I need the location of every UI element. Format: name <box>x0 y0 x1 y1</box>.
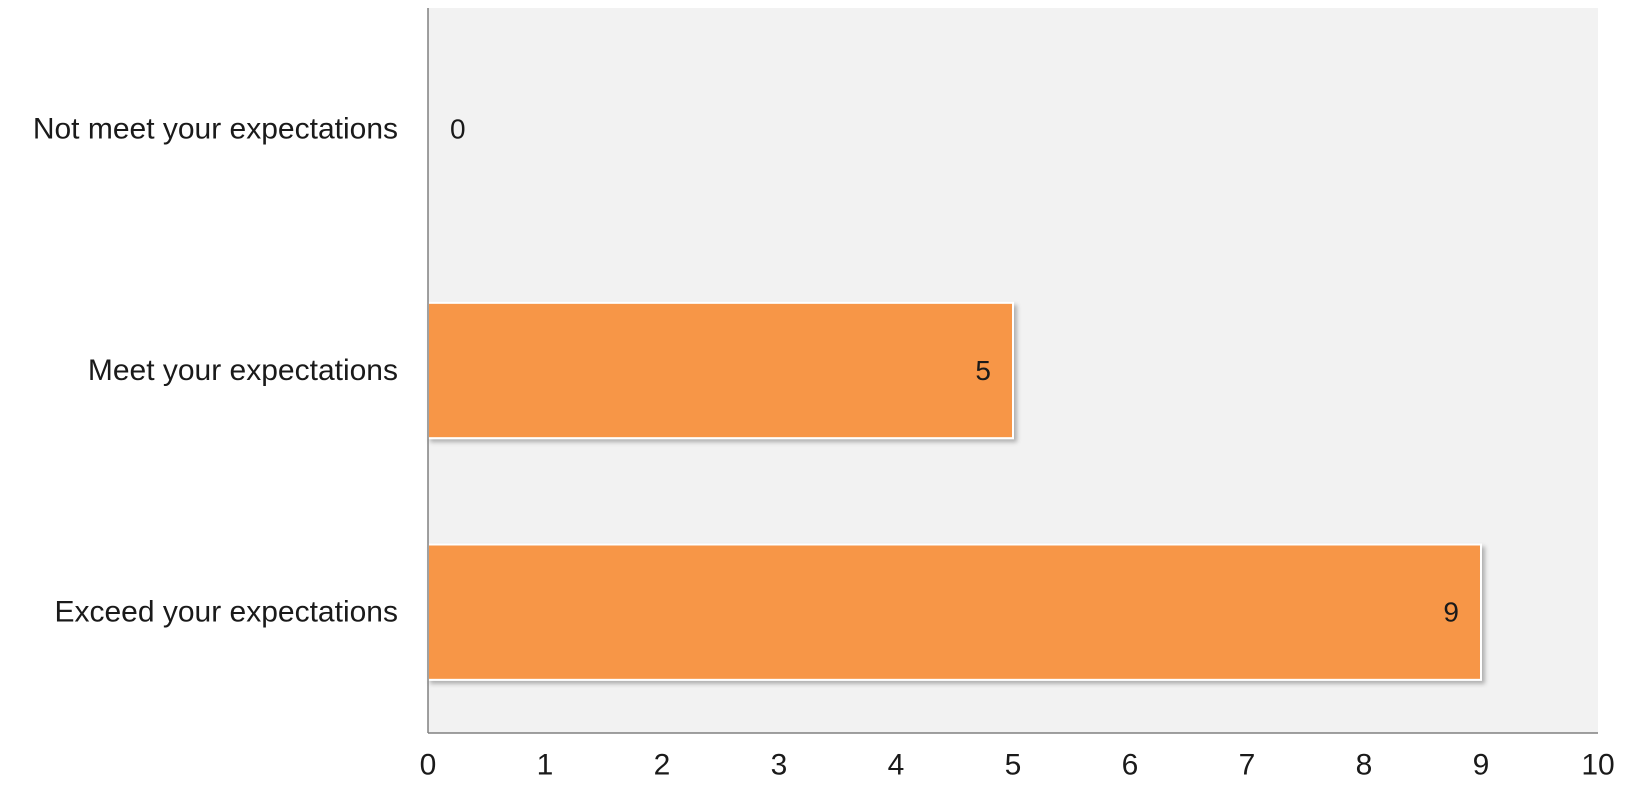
data-label-2: 9 <box>1443 597 1459 628</box>
x-tick-label-3: 3 <box>771 749 788 782</box>
x-tick-label-4: 4 <box>888 749 905 782</box>
x-tick-label-8: 8 <box>1356 749 1373 782</box>
x-tick-label-9: 9 <box>1473 749 1490 782</box>
x-tick-label-10: 10 <box>1581 749 1614 782</box>
category-label-1: Meet your expectations <box>88 354 398 387</box>
bar-2 <box>427 543 1482 681</box>
x-tick-label-2: 2 <box>654 749 671 782</box>
category-label-2: Exceed your expectations <box>54 596 398 629</box>
bar-1 <box>427 301 1014 440</box>
x-tick-label-7: 7 <box>1239 749 1256 782</box>
data-label-0: 0 <box>450 113 466 144</box>
x-tick-label-6: 6 <box>1122 749 1139 782</box>
x-tick-label-5: 5 <box>1005 749 1022 782</box>
x-tick-label-1: 1 <box>537 749 554 782</box>
x-tick-label-0: 0 <box>420 749 437 782</box>
data-label-1: 5 <box>975 355 991 386</box>
category-label-0: Not meet your expectations <box>33 112 398 145</box>
